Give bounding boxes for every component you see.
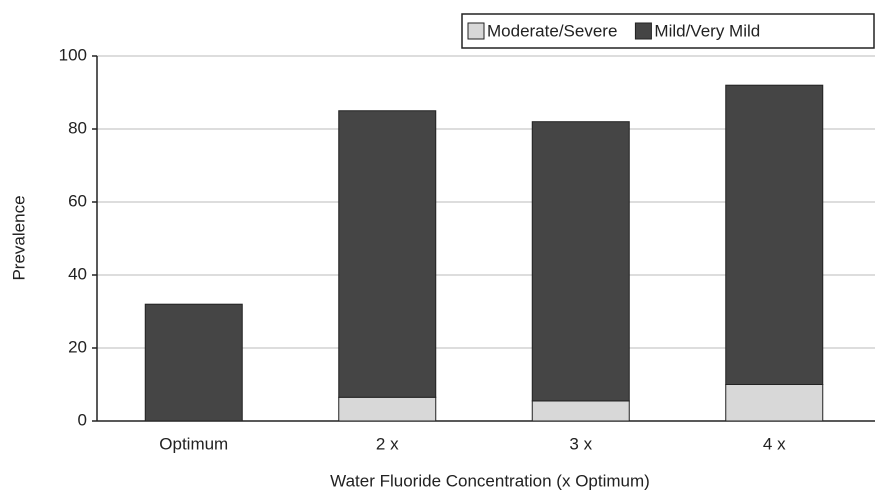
bar-segment (338, 110, 437, 398)
bar-segment (531, 400, 630, 422)
y-tick-label: 80 (68, 118, 87, 137)
legend-box (461, 13, 875, 49)
x-axis-label: Water Fluoride Concentration (x Optimum) (330, 471, 650, 490)
bar-segment (725, 84, 824, 385)
bar-segment (725, 384, 824, 422)
x-tick-label: Optimum (159, 434, 228, 453)
bar-segment (144, 303, 243, 422)
x-tick-label: 2 x (376, 434, 399, 453)
legend-label: Moderate/Severe (487, 21, 617, 40)
y-axis-label: Prevalence (9, 195, 28, 280)
y-tick-label: 0 (78, 410, 87, 429)
legend-swatch (634, 22, 652, 40)
y-tick-label: 20 (68, 337, 87, 356)
y-tick-label: 40 (68, 264, 87, 283)
y-tick-label: 100 (59, 45, 87, 64)
y-tick-label: 60 (68, 191, 87, 210)
legend-label: Mild/Very Mild (654, 21, 760, 40)
bar-segment (531, 121, 630, 402)
legend-swatch (467, 22, 485, 40)
x-tick-label: 4 x (763, 434, 786, 453)
x-tick-label: 3 x (569, 434, 592, 453)
bar-segment (338, 396, 437, 422)
